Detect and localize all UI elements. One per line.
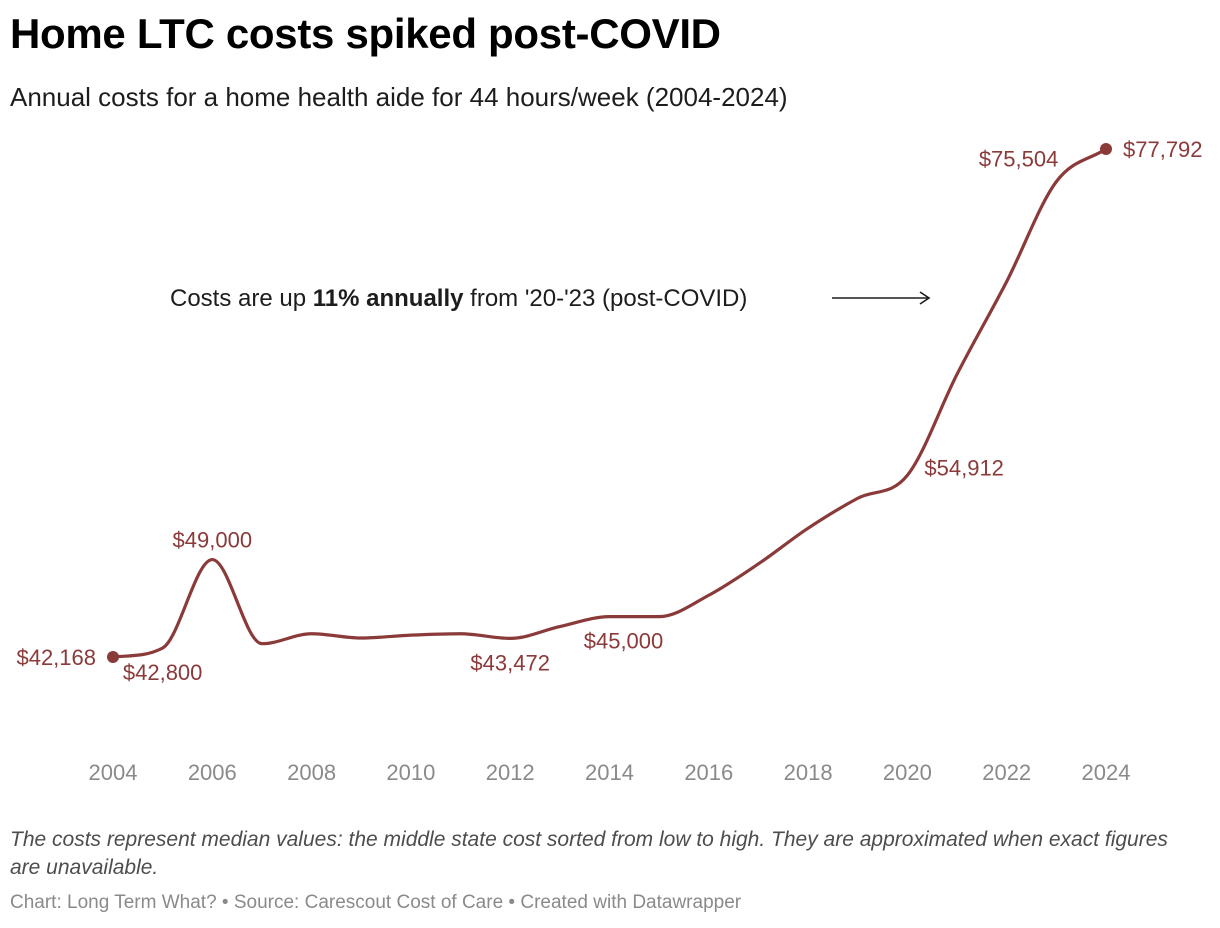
byline-separator: • [503,892,521,913]
byline-created-with[interactable]: Created with Datawrapper [520,892,742,913]
byline-source[interactable]: Source: Carescout Cost of Care [233,892,504,913]
value-label-2020: $54,912 [924,455,1004,480]
end-point-markers [107,143,1112,663]
line-chart: 2004 2006 2008 2010 2012 2014 2016 2018 2020 2022… [16,137,1202,785]
chart-title: Home LTC costs spiked post-COVID [10,10,721,57]
x-tick-label-2008: 2008 [287,760,336,785]
annotation: Costs are up 11% annually from '20-'23 (… [170,285,931,312]
x-axis: 2004 2006 2008 2010 2012 2014 2016 2018 2020 2022… [89,760,1131,785]
byline: Chart: Long Term What? • Source: Caresco… [10,892,741,914]
byline-separator: • [216,892,234,913]
value-label-2012: $43,472 [470,650,550,675]
x-tick-label-2018: 2018 [784,760,833,785]
value-label-2005: $42,800 [123,660,203,685]
annotation-arrow-head [919,291,931,305]
annotation-bold: 11% annually [313,285,464,312]
point-marker-2004 [107,651,119,663]
series-line-annual-cost [111,147,1108,659]
point-marker-2024 [1100,143,1112,155]
x-tick-label-2020: 2020 [883,760,932,785]
chart-note: The costs represent median values: the m… [10,828,1168,879]
byline-chart-credit[interactable]: Chart: Long Term What? [10,892,217,913]
value-label-2006: $49,000 [173,528,253,553]
value-label-2004: $42,168 [16,645,96,670]
x-tick-label-2022: 2022 [982,760,1031,785]
value-labels: $42,168 $42,800 $49,000 $43,472 $45,000 $54,9… [16,137,1202,685]
x-tick-label-2016: 2016 [684,760,733,785]
chart-subtitle: Annual costs for a home health aide for … [10,82,788,112]
x-tick-label-2006: 2006 [188,760,237,785]
x-tick-label-2024: 2024 [1082,760,1131,785]
value-label-2014: $45,000 [584,629,664,654]
annotation-post: from '20-'23 (post-COVID) [463,285,747,312]
x-tick-label-2012: 2012 [486,760,535,785]
annotation-pre: Costs are up [170,285,313,312]
value-label-2023: $75,504 [979,147,1059,172]
x-tick-label-2014: 2014 [585,760,634,785]
x-tick-label-2010: 2010 [386,760,435,785]
annotation-text: Costs are up 11% annually from '20-'23 (… [170,285,747,312]
x-tick-label-2004: 2004 [89,760,138,785]
value-label-2024: $77,792 [1123,137,1203,162]
